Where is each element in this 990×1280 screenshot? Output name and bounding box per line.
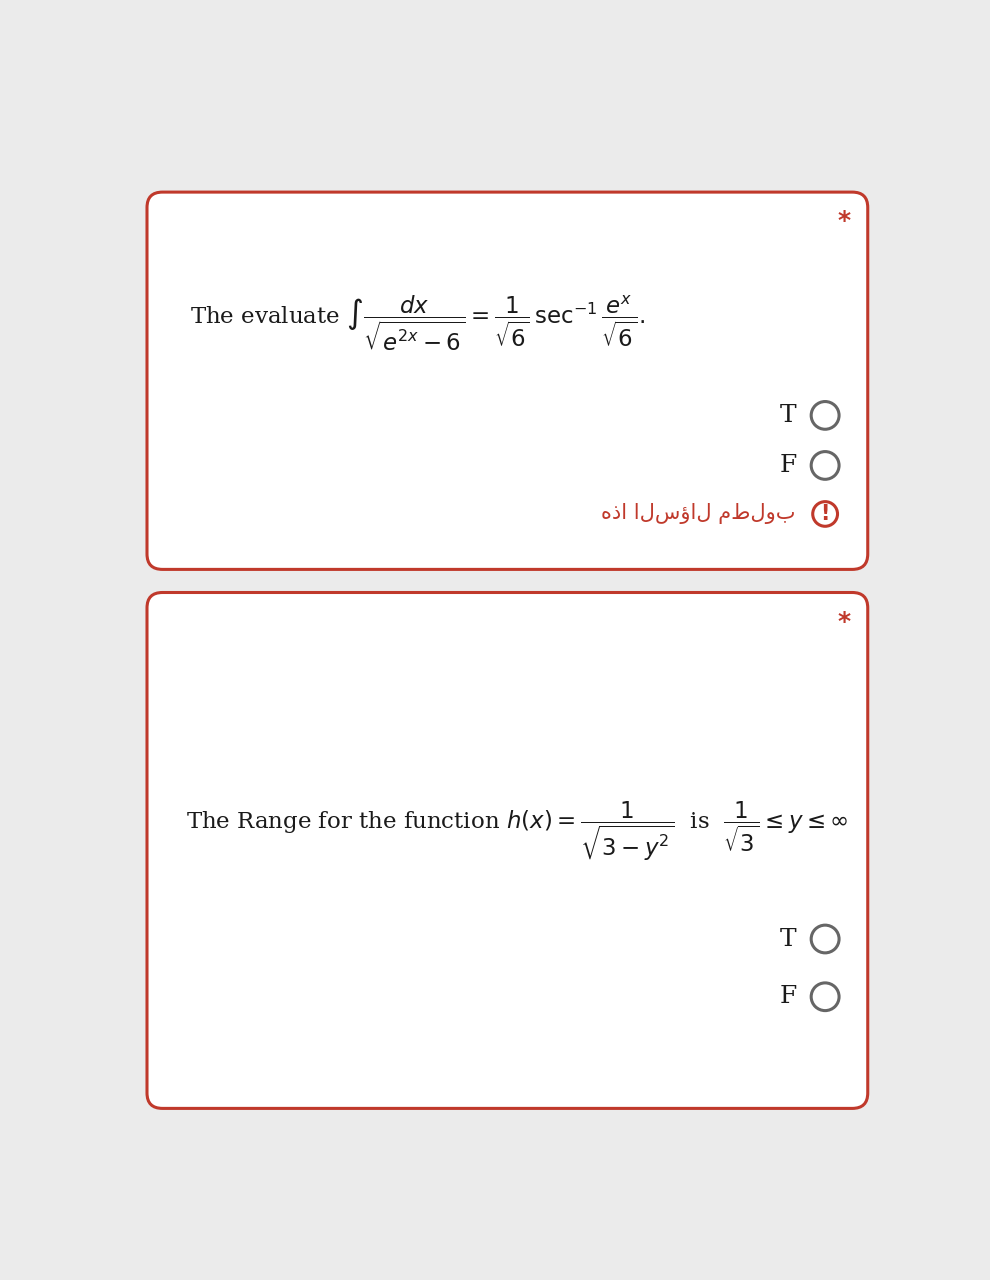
Circle shape	[811, 983, 840, 1011]
Circle shape	[811, 925, 840, 952]
Text: *: *	[838, 609, 851, 634]
Text: *: *	[838, 210, 851, 233]
Text: F: F	[779, 986, 797, 1009]
Text: هذا السؤال مطلوب: هذا السؤال مطلوب	[601, 503, 796, 525]
Text: T: T	[779, 404, 796, 428]
Text: T: T	[779, 928, 796, 951]
Text: The Range for the function $h(x) = \dfrac{1}{\sqrt{3-y^2}}$  is  $\dfrac{1}{\sqr: The Range for the function $h(x) = \dfra…	[186, 800, 848, 863]
Circle shape	[811, 402, 840, 429]
FancyBboxPatch shape	[147, 192, 868, 570]
FancyBboxPatch shape	[147, 593, 868, 1108]
Text: !: !	[821, 504, 830, 524]
Text: The evaluate $\int \dfrac{dx}{\sqrt{e^{2x}-6}} = \dfrac{1}{\sqrt{6}}\,\sec^{-1}\: The evaluate $\int \dfrac{dx}{\sqrt{e^{2…	[190, 293, 644, 353]
Circle shape	[813, 502, 838, 526]
Circle shape	[811, 452, 840, 479]
Text: F: F	[779, 454, 797, 477]
